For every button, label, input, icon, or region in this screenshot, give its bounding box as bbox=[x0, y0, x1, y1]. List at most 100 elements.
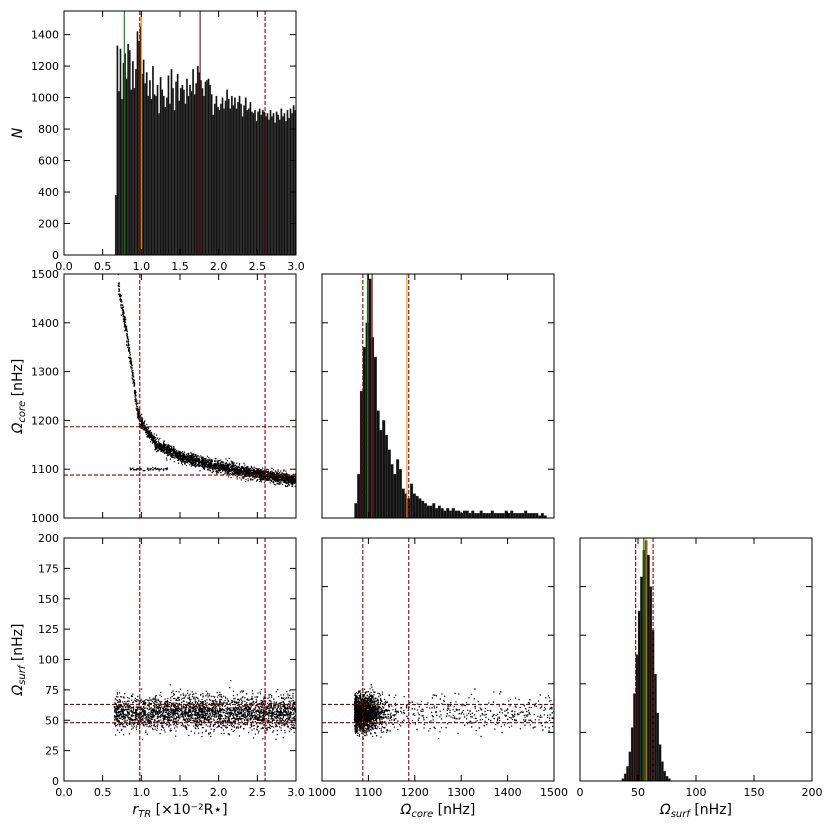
scatter-point bbox=[224, 466, 226, 468]
scatter-point bbox=[268, 472, 270, 474]
histogram-bar bbox=[435, 508, 439, 518]
scatter-point bbox=[246, 472, 248, 474]
scatter-point bbox=[180, 709, 182, 712]
scatter-point bbox=[224, 704, 227, 706]
scatter-point bbox=[213, 716, 216, 718]
scatter-point bbox=[210, 709, 213, 711]
scatter-point bbox=[275, 724, 277, 726]
scatter-point bbox=[280, 477, 283, 480]
scatter-point bbox=[210, 728, 212, 730]
scatter-point bbox=[197, 455, 199, 457]
scatter-point bbox=[140, 422, 143, 424]
scatter-point bbox=[226, 464, 228, 466]
scatter-point bbox=[150, 468, 153, 470]
scatter-point bbox=[173, 450, 176, 452]
scatter-point bbox=[230, 460, 232, 462]
scatter-point bbox=[153, 438, 155, 440]
scatter-point bbox=[175, 730, 177, 732]
scatter-point bbox=[168, 719, 170, 721]
scatter-point bbox=[118, 285, 121, 288]
scatter-point bbox=[165, 450, 167, 453]
scatter-point bbox=[188, 696, 190, 698]
scatter-point bbox=[158, 700, 161, 702]
panel-hist_omega_core bbox=[321, 273, 555, 519]
scatter-point bbox=[209, 717, 211, 719]
scatter-point bbox=[201, 709, 204, 711]
scatter-point bbox=[247, 712, 249, 714]
scatter-point bbox=[149, 697, 151, 699]
scatter-point bbox=[164, 445, 166, 447]
scatter-point bbox=[175, 705, 178, 708]
scatter-point bbox=[290, 723, 292, 726]
histogram-bar bbox=[490, 510, 494, 518]
scatter-point bbox=[236, 709, 239, 711]
scatter-point bbox=[143, 429, 145, 431]
scatter-point bbox=[162, 711, 164, 713]
scatter-point bbox=[129, 357, 132, 359]
scatter-point bbox=[236, 465, 238, 467]
scatter-point bbox=[205, 462, 207, 465]
scatter-point bbox=[262, 720, 265, 722]
scatter-point bbox=[150, 703, 153, 705]
scatter-point bbox=[156, 444, 158, 446]
scatter-point bbox=[213, 464, 215, 466]
scatter-point bbox=[184, 695, 186, 697]
scatter-point bbox=[204, 466, 206, 468]
scatter-point bbox=[126, 704, 128, 707]
scatter-point bbox=[251, 472, 253, 475]
scatter-point bbox=[171, 451, 173, 453]
scatter-point bbox=[227, 467, 229, 469]
scatter-point bbox=[141, 417, 143, 419]
scatter-point bbox=[238, 713, 240, 716]
scatter-point bbox=[259, 471, 262, 473]
scatter-point bbox=[284, 481, 286, 483]
scatter-point bbox=[170, 447, 172, 450]
scatter-point bbox=[128, 348, 130, 351]
histogram-bar bbox=[432, 503, 436, 518]
scatter-point bbox=[164, 449, 166, 452]
scatter-point bbox=[285, 707, 287, 709]
scatter-point bbox=[202, 726, 204, 729]
scatter-point bbox=[202, 701, 205, 703]
scatter-point bbox=[145, 429, 147, 431]
scatter-point bbox=[282, 698, 284, 700]
scatter-point bbox=[149, 433, 151, 435]
scatter-point bbox=[187, 462, 189, 464]
scatter-point bbox=[154, 711, 157, 713]
scatter-point bbox=[235, 470, 237, 472]
scatter-point bbox=[185, 726, 187, 728]
histogram-bar bbox=[493, 512, 497, 518]
scatter-point bbox=[248, 476, 251, 478]
scatter-point bbox=[280, 702, 282, 704]
scatter-point bbox=[156, 701, 158, 703]
scatter-point bbox=[267, 471, 269, 473]
scatter-point bbox=[155, 468, 157, 471]
scatter-point bbox=[202, 717, 204, 719]
scatter-point bbox=[221, 462, 223, 464]
scatter-point bbox=[271, 714, 273, 716]
scatter-point bbox=[238, 711, 240, 713]
scatter-point bbox=[178, 708, 180, 710]
scatter-point bbox=[114, 723, 116, 725]
scatter-point bbox=[272, 473, 274, 475]
scatter-point bbox=[127, 712, 129, 714]
scatter-point bbox=[203, 458, 205, 460]
scatter-point bbox=[151, 716, 154, 719]
scatter-point bbox=[221, 705, 224, 707]
scatter-point bbox=[135, 700, 137, 702]
scatter-point bbox=[239, 712, 242, 714]
scatter-point bbox=[196, 707, 198, 709]
scatter-point bbox=[183, 700, 185, 702]
histogram-bar bbox=[283, 113, 286, 255]
scatter-point bbox=[164, 708, 166, 711]
scatter-point bbox=[231, 709, 233, 712]
scatter-point bbox=[227, 711, 229, 713]
scatter-point bbox=[225, 462, 227, 464]
scatter-point bbox=[168, 448, 170, 451]
scatter-point bbox=[186, 711, 188, 714]
scatter-point bbox=[117, 710, 120, 712]
scatter-point bbox=[216, 468, 218, 470]
scatter-point bbox=[140, 424, 142, 426]
scatter-point bbox=[239, 709, 241, 711]
scatter-point bbox=[150, 716, 153, 718]
